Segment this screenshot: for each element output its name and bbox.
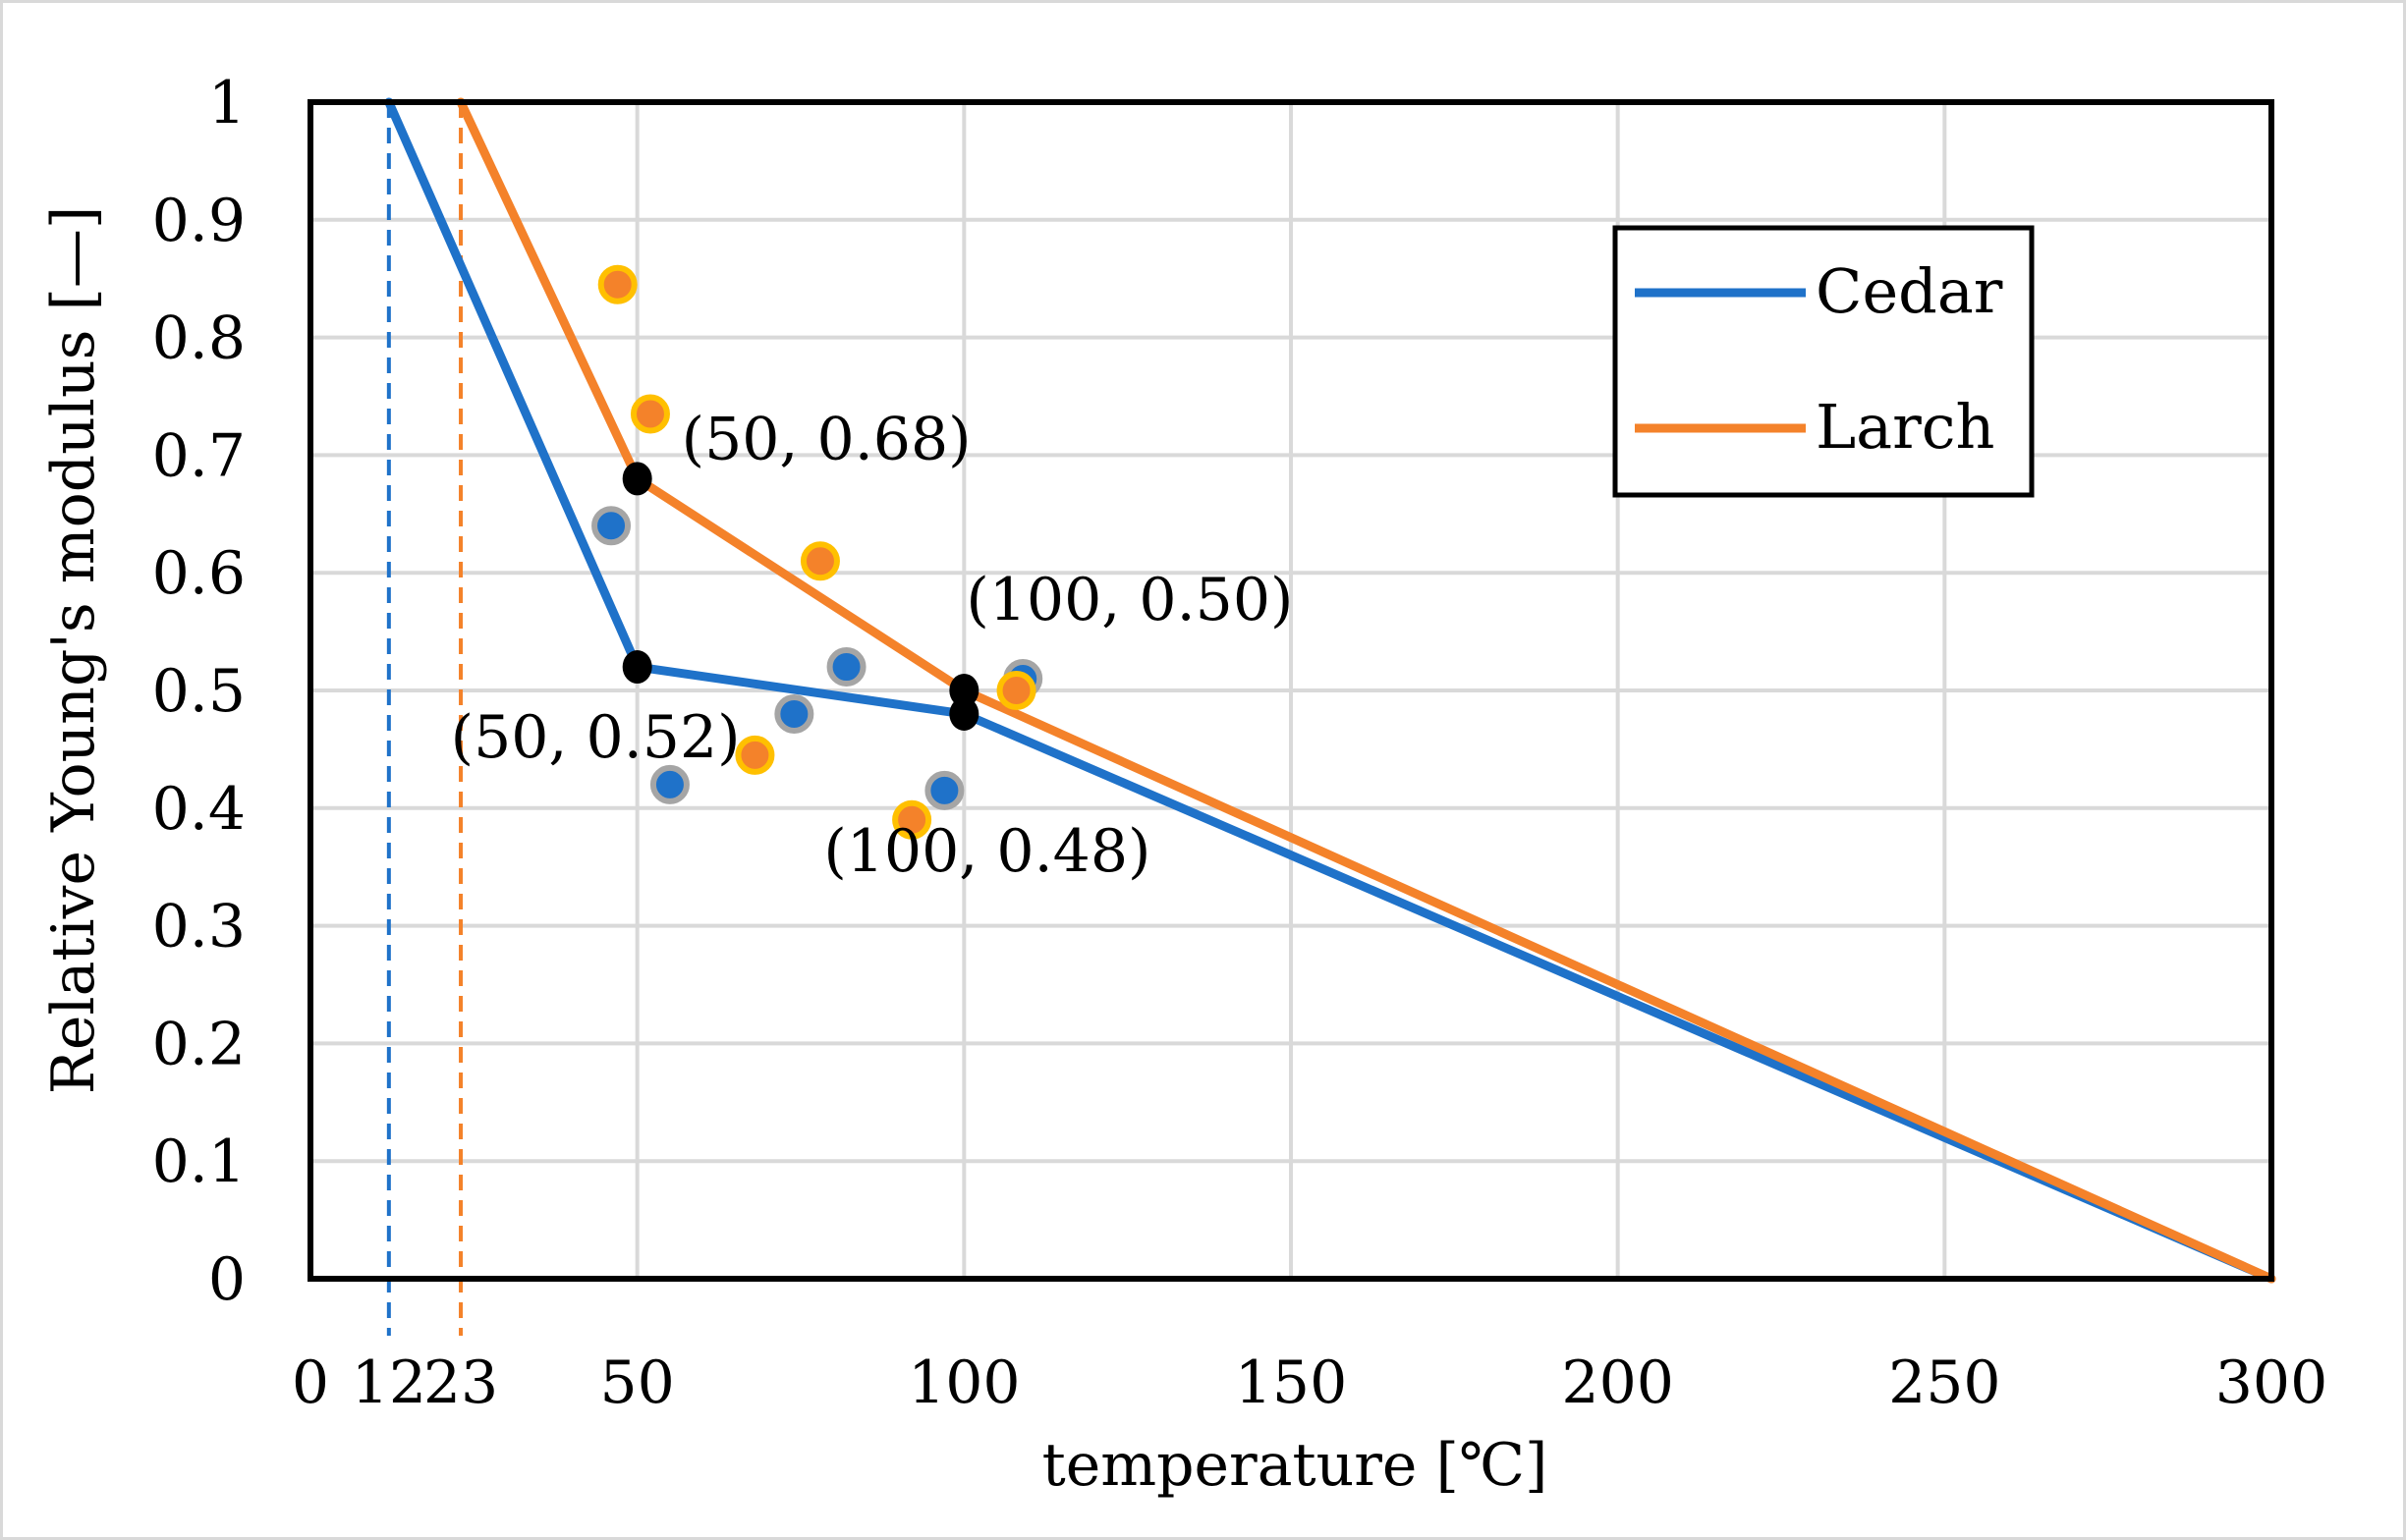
scatter-point-larch xyxy=(800,541,840,581)
scatter-point-larch xyxy=(996,671,1036,710)
scatter-point-larch xyxy=(597,264,638,304)
y-tick-label: 0 xyxy=(208,1245,246,1314)
legend-label-larch: Larch xyxy=(1816,391,1994,463)
y-tick-label: 0.6 xyxy=(152,539,246,608)
series-lines xyxy=(384,97,2276,1284)
x-tick-label: 250 xyxy=(1888,1348,2001,1417)
x-axis-label: temperature [℃] xyxy=(1042,1431,1548,1500)
y-tick-label: 0.3 xyxy=(152,893,246,962)
x-tick-label: 100 xyxy=(908,1348,1021,1417)
annotation-label: (50, 0.68) xyxy=(682,405,972,473)
annotation-label: (100, 0.48) xyxy=(823,817,1150,886)
scatter-point-cedar xyxy=(826,647,867,688)
scatter-points xyxy=(591,264,1043,840)
x-tick-label: 50 xyxy=(599,1348,674,1417)
key-point xyxy=(949,696,979,731)
x-tick-label: 300 xyxy=(2215,1348,2328,1417)
y-tick-label: 0.8 xyxy=(152,304,246,373)
y-tick-label: 1 xyxy=(208,69,246,138)
y-tick-label: 0.4 xyxy=(152,775,246,844)
series-line-larch xyxy=(456,97,2276,1284)
annotation-label: (50, 0.52) xyxy=(451,703,741,772)
tick-labels: 0 50 100 150 200 250 300 0 0.1 0.2 0.3 0.4 0.5 0.6 0.7… xyxy=(152,69,2328,1417)
scatter-point-cedar xyxy=(924,770,965,810)
y-tick-label: 0.2 xyxy=(152,1010,246,1078)
scatter-point-cedar xyxy=(591,506,632,546)
y-tick-label: 0.1 xyxy=(152,1128,246,1196)
key-point xyxy=(622,462,652,496)
key-points xyxy=(622,462,979,731)
scatter-point-cedar xyxy=(649,764,690,804)
scatter-point-cedar xyxy=(774,693,814,734)
x-tick-label-extra: 12 xyxy=(352,1348,426,1417)
y-tick-label: 0.9 xyxy=(152,187,246,255)
scatter-point-larch xyxy=(630,394,670,434)
y-axis-label: Relative Young's modulus [—] xyxy=(39,206,108,1095)
x-tick-label: 200 xyxy=(1561,1348,1674,1417)
scatter-point-larch xyxy=(735,735,775,775)
x-tick-label-extra: 23 xyxy=(423,1348,498,1417)
y-tick-label: 0.5 xyxy=(152,657,246,726)
reference-lines xyxy=(386,102,464,1336)
legend-box xyxy=(1612,225,2035,498)
grid xyxy=(310,102,2271,1279)
key-point xyxy=(622,650,652,685)
x-tick-label: 0 xyxy=(292,1348,329,1417)
y-tick-label: 0.7 xyxy=(152,421,246,490)
series-line-cedar xyxy=(384,97,2276,1284)
x-tick-label: 150 xyxy=(1235,1348,1348,1417)
legend-label-cedar: Cedar xyxy=(1816,255,2003,327)
key-point xyxy=(949,674,979,707)
scatter-point-larch xyxy=(892,799,932,840)
annotations: (50, 0.68) (50, 0.52) (100, 0.50) (100, 0.4… xyxy=(451,405,1294,886)
annotation-label: (100, 0.50) xyxy=(966,566,1293,634)
plot-border xyxy=(308,99,2274,1282)
legend: Cedar Larch xyxy=(1612,225,2035,498)
